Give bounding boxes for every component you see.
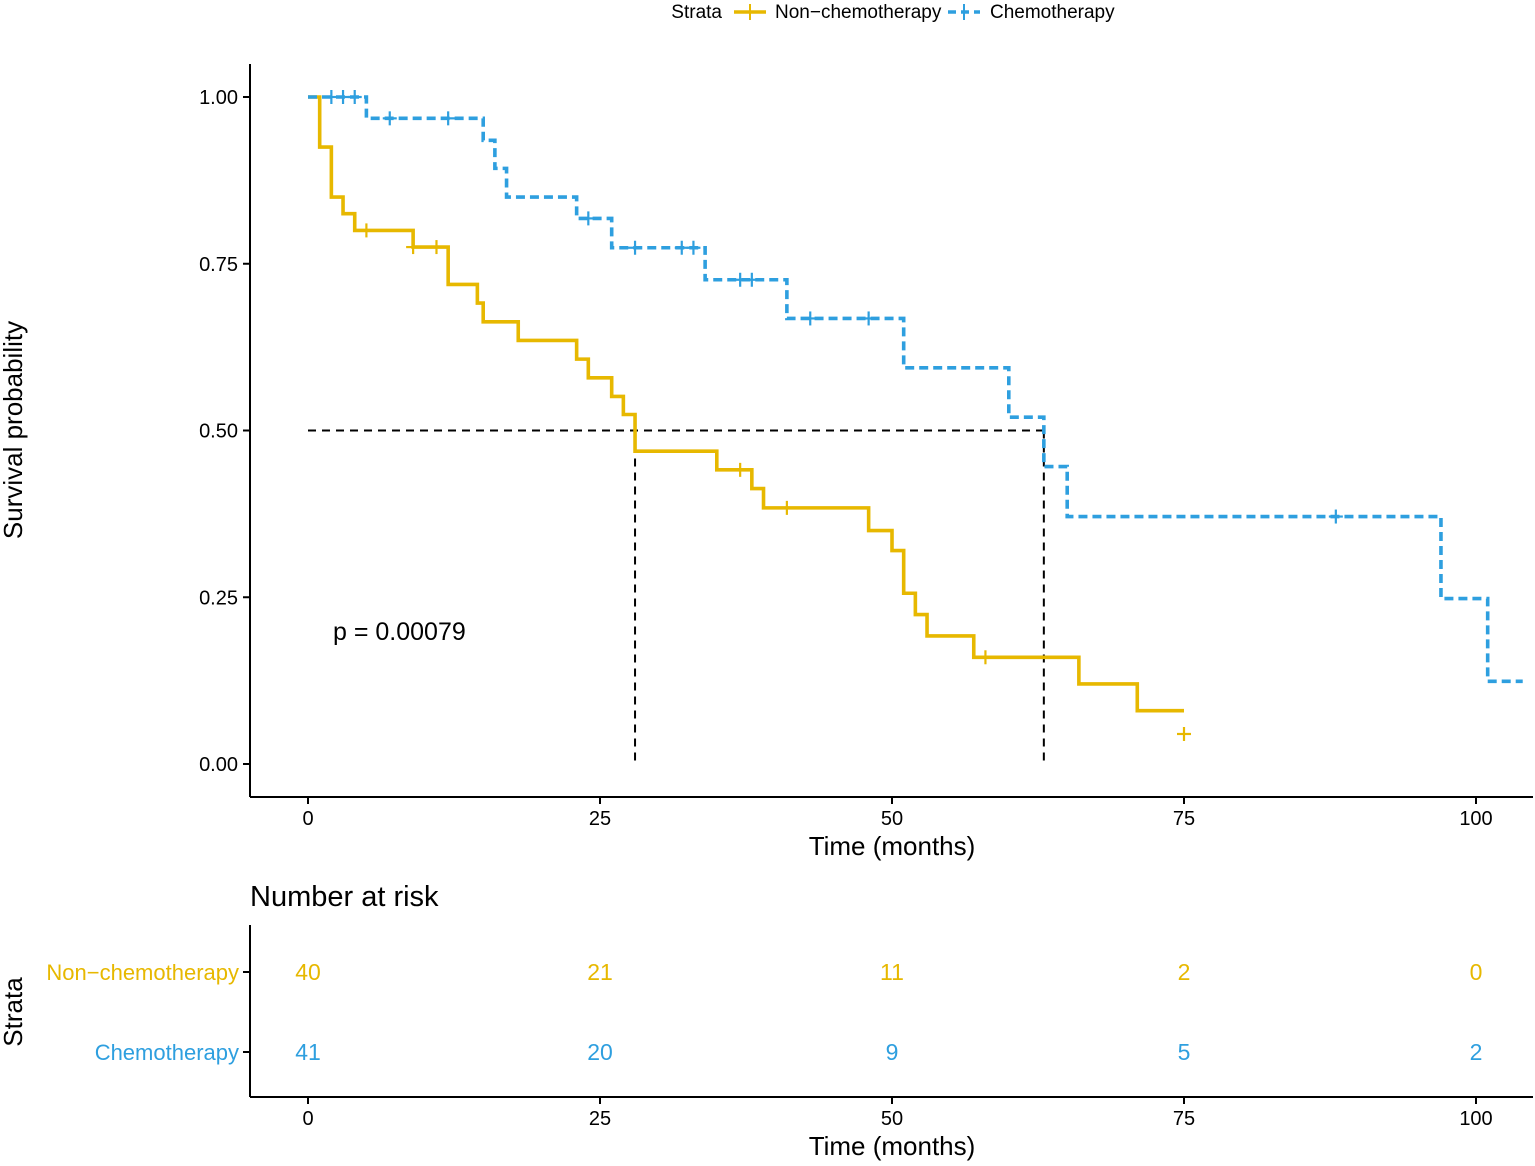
risk-table-x-axis-label: Time (months) bbox=[809, 1131, 976, 1161]
risk-x-tick-label: 0 bbox=[302, 1108, 313, 1130]
legend-label-chemotherapy: Chemotherapy bbox=[990, 2, 1115, 23]
risk-x-tick-label: 50 bbox=[881, 1108, 903, 1130]
legend-label-non-chemotherapy: Non−chemotherapy bbox=[775, 2, 942, 23]
legend-key-chemotherapy bbox=[948, 4, 980, 20]
x-tick-label: 0 bbox=[302, 808, 313, 830]
legend: Strata Non−chemotherapy Chemotherapy bbox=[671, 2, 1115, 23]
risk-cell: 21 bbox=[587, 959, 613, 985]
survival-plot-axes: 0.00 0.25 0.50 0.75 1.00 0 25 50 75 100 bbox=[199, 64, 1533, 830]
y-tick-label: 0.00 bbox=[199, 754, 238, 776]
risk-x-tick-label: 100 bbox=[1459, 1108, 1492, 1130]
x-tick-label: 25 bbox=[589, 808, 611, 830]
survival-plot: 0.00 0.25 0.50 0.75 1.00 0 25 50 75 100 p = 0.000… bbox=[0, 64, 1533, 861]
risk-cell: 2 bbox=[1178, 959, 1191, 985]
survival-curve-non-chemotherapy bbox=[308, 95, 1184, 713]
risk-cell: 2 bbox=[1470, 1039, 1483, 1065]
legend-key-non-chemotherapy bbox=[734, 4, 766, 20]
x-axis-label: Time (months) bbox=[809, 831, 976, 861]
median-survival-lines bbox=[308, 429, 1045, 764]
risk-cell: 40 bbox=[295, 959, 321, 985]
risk-cell: 41 bbox=[295, 1039, 321, 1065]
risk-x-tick-label: 25 bbox=[589, 1108, 611, 1130]
risk-cell: 5 bbox=[1178, 1039, 1191, 1065]
legend-title: Strata bbox=[671, 2, 722, 23]
risk-row-label: Chemotherapy bbox=[95, 1040, 239, 1065]
risk-table-title: Number at risk bbox=[250, 881, 439, 913]
risk-x-tick-label: 75 bbox=[1173, 1108, 1195, 1130]
risk-table-y-axis-label: Strata bbox=[0, 977, 28, 1047]
y-axis-label: Survival probability bbox=[0, 321, 28, 539]
risk-table-axes: 0 25 50 75 100 bbox=[243, 925, 1533, 1130]
y-tick-label: 0.50 bbox=[199, 421, 238, 443]
p-value-annotation: p = 0.00079 bbox=[333, 618, 466, 646]
x-tick-label: 75 bbox=[1173, 808, 1195, 830]
y-tick-label: 0.25 bbox=[199, 587, 238, 609]
risk-cell: 20 bbox=[587, 1039, 613, 1065]
x-tick-label: 50 bbox=[881, 808, 903, 830]
survival-curves bbox=[308, 90, 1523, 741]
y-tick-label: 1.00 bbox=[199, 87, 238, 109]
risk-cell: 9 bbox=[886, 1039, 899, 1065]
x-tick-label: 100 bbox=[1459, 808, 1492, 830]
risk-cell: 0 bbox=[1470, 959, 1483, 985]
risk-table: Number at risk 0 25 50 75 100 Non−chemothera… bbox=[0, 881, 1533, 1161]
risk-row-label: Non−chemotherapy bbox=[46, 960, 239, 985]
risk-cell: 11 bbox=[880, 959, 904, 985]
y-tick-label: 0.75 bbox=[199, 254, 238, 276]
